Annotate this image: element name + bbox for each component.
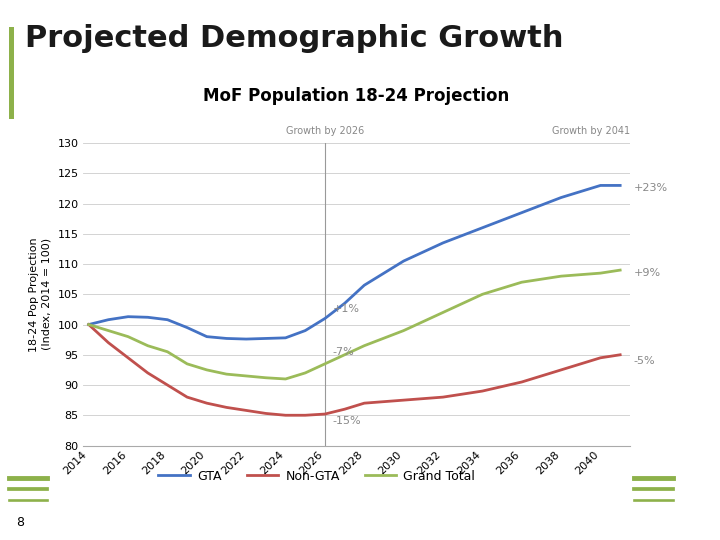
Text: +1%: +1%: [333, 305, 360, 314]
Text: +9%: +9%: [634, 268, 661, 278]
Text: -5%: -5%: [634, 356, 656, 366]
Text: -7%: -7%: [333, 347, 354, 357]
Text: Projected Demographic Growth: Projected Demographic Growth: [25, 24, 564, 53]
Text: +23%: +23%: [634, 184, 668, 193]
Text: -15%: -15%: [333, 416, 361, 427]
Legend: GTA, Non-GTA, Grand Total: GTA, Non-GTA, Grand Total: [153, 465, 480, 488]
Title: MoF Population 18-24 Projection: MoF Population 18-24 Projection: [203, 87, 510, 105]
Text: Growth by 2026: Growth by 2026: [286, 126, 364, 136]
Text: Growth by 2041: Growth by 2041: [552, 126, 630, 136]
Y-axis label: 18-24 Pop Projection
(Index, 2014 = 100): 18-24 Pop Projection (Index, 2014 = 100): [29, 237, 52, 352]
Text: 8: 8: [16, 516, 24, 530]
